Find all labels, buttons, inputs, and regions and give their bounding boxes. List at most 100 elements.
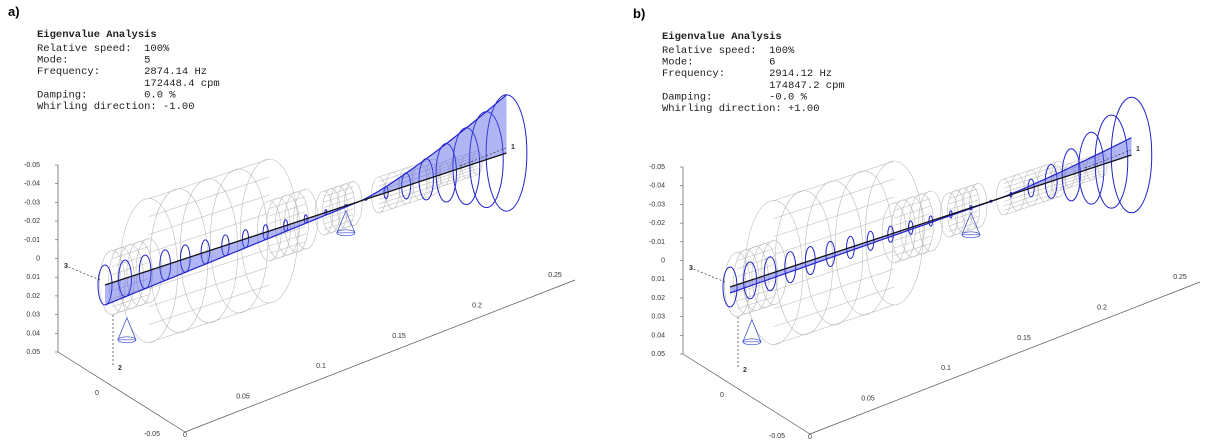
whirl-orbit: [887, 225, 894, 243]
vertical-tick-label: -0.02: [24, 218, 40, 225]
rotor-wireframe: [269, 203, 306, 217]
info-value: 2914.12 Hz: [769, 68, 832, 80]
vertical-tick-label: -0.03: [24, 199, 40, 206]
rotor-wireframe: [1003, 192, 1059, 211]
panel: b) Eigenvalue Analysis Relative speed: 100%…: [633, 6, 1201, 441]
info-value: -1.00: [163, 101, 195, 113]
rotor-wireframe: [948, 188, 979, 199]
vertical-tick-label: -0.05: [24, 162, 40, 169]
rotor-wireframe: [744, 200, 803, 345]
rotor-wireframe: [737, 240, 774, 253]
rotor-wireframe: [948, 210, 979, 221]
info-value: 6: [769, 57, 775, 69]
depth-tick-label: 0: [720, 392, 724, 399]
axial-tick-label: 0.15: [392, 333, 406, 340]
rotor-wireframe: [323, 192, 354, 203]
rotor-wireframe: [148, 284, 270, 325]
rotor-wireframe: [112, 246, 149, 259]
whirl-orbit: [1061, 148, 1081, 202]
whirl-orbit: [1110, 96, 1153, 214]
rotor-wireframe: [773, 178, 895, 219]
axial-tick-label: 0.2: [472, 302, 482, 309]
info-title: Eigenvalue Analysis: [662, 31, 782, 43]
whirl-orbit: [1078, 131, 1105, 205]
rotor-wireframe: [894, 250, 931, 264]
axis-label: 3: [689, 265, 693, 272]
shaft: [104, 152, 507, 286]
shaft: [729, 154, 1132, 288]
axis-label: 2: [118, 365, 122, 372]
rotor-wireframe: [269, 226, 306, 239]
rotor-wireframe: [948, 227, 979, 238]
whirl-orbit: [907, 220, 914, 235]
rotor-wireframe: [148, 212, 270, 253]
info-key: Relative speed:: [37, 43, 132, 55]
info-key: Frequency:: [37, 66, 100, 78]
vertical-tick-label: 0.01: [26, 274, 40, 281]
rotor-wireframe: [269, 233, 306, 247]
rotor-wireframe: [894, 213, 931, 226]
info-value: 100%: [769, 45, 795, 57]
axial-axis: [184, 279, 576, 433]
vertical-tick-label: 0.05: [651, 351, 665, 358]
axial-tick-label: 0: [808, 434, 812, 441]
rotor-wireframe: [737, 248, 774, 261]
rotor-wireframe: [1003, 165, 1059, 184]
rotor-wireframe: [323, 225, 354, 236]
whirl-orbit: [866, 230, 875, 251]
rotor-wireframe: [269, 241, 306, 254]
rotor-wireframe: [323, 181, 354, 192]
whirl-orbit: [485, 94, 528, 212]
mode-shape: [104, 94, 507, 306]
vertical-tick-label: 0.02: [651, 295, 665, 302]
whirl-orbit: [743, 261, 758, 300]
rotor-wireframe: [737, 280, 774, 293]
rotor-wireframe: [737, 288, 774, 301]
info-value: 100%: [144, 43, 170, 55]
vertical-tick-label: -0.05: [649, 164, 665, 171]
info-value: +1.00: [788, 103, 820, 115]
rotor-wireframe: [112, 278, 149, 291]
bearing: [961, 211, 981, 236]
vertical-tick-label: 0.04: [26, 330, 40, 337]
rotor-wireframe: [773, 304, 895, 345]
bearing: [336, 229, 356, 237]
vertical-tick-label: -0.02: [649, 220, 665, 227]
rotor-wireframe: [773, 214, 895, 255]
rotor-wireframe: [894, 198, 931, 211]
vertical-tick-label: -0.01: [24, 237, 40, 244]
rotor-wireframe: [724, 252, 751, 317]
mode-shape-fill: [105, 94, 507, 306]
panel: a) Eigenvalue Analysis Relative speed: 100%…: [8, 4, 576, 439]
rotor-wireframe: [773, 250, 895, 291]
rotor-wireframe: [378, 190, 434, 209]
rotor-wireframe: [378, 185, 434, 205]
info-key: Damping:: [37, 89, 87, 101]
vertical-tick-label: 0.03: [26, 312, 40, 319]
whirl-orbit: [846, 235, 855, 259]
mode-shape: [729, 137, 1132, 294]
vertical-tick-label: -0.01: [649, 239, 665, 246]
rotor-wireframe: [148, 194, 270, 235]
info-title: Eigenvalue Analysis: [37, 29, 157, 41]
axial-tick-label: 0.25: [1173, 274, 1187, 281]
rotor-wireframe: [148, 302, 270, 343]
rotor-wireframe: [948, 194, 979, 205]
rotor-wireframe: [269, 188, 306, 202]
rotor-wireframe: [1003, 183, 1059, 202]
rotor-wireframe: [1003, 196, 1059, 216]
whirl-orbit: [825, 240, 836, 268]
rotor-wireframe: [1003, 160, 1059, 180]
rotor-wireframe: [269, 196, 306, 209]
axis-arrow: [1084, 149, 1132, 169]
info-key: Whirling direction:: [37, 101, 157, 113]
rotor-wireframe: [894, 190, 931, 204]
rotor-wireframe: [148, 158, 270, 199]
axial-tick-label: 0: [183, 432, 187, 439]
bearing: [742, 318, 762, 343]
vertical-tick-label: 0.04: [651, 332, 665, 339]
info-value: -0.0 %: [769, 91, 808, 103]
rotor-wireframe: [378, 167, 434, 187]
rotor-wireframe: [737, 304, 774, 317]
panel-label: b): [633, 6, 645, 21]
